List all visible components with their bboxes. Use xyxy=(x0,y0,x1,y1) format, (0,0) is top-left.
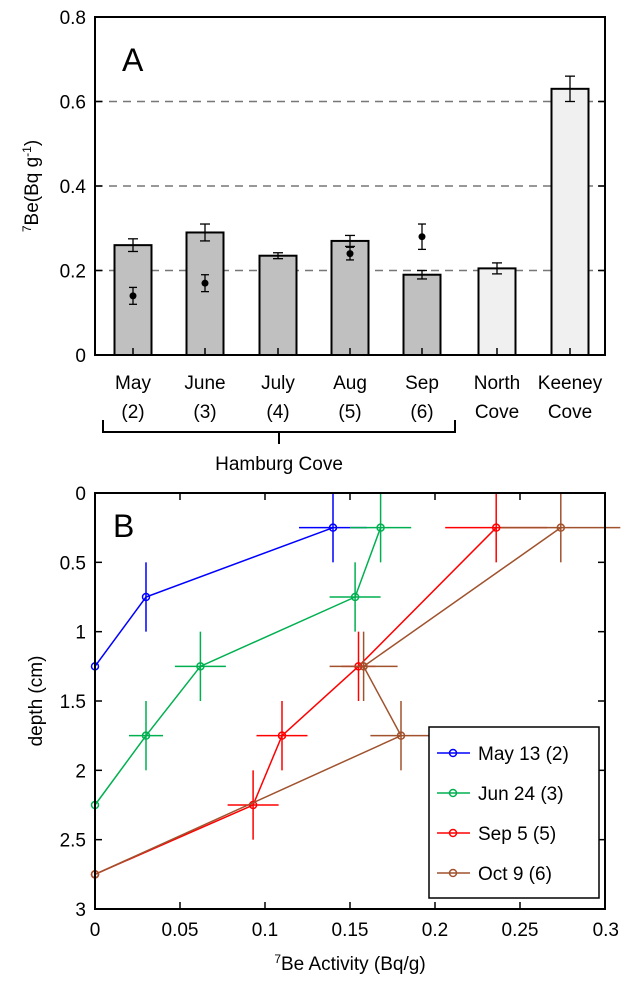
y-tick-label: 0.5 xyxy=(60,553,86,574)
data-point xyxy=(556,523,566,532)
series-line xyxy=(94,527,562,876)
series-3 xyxy=(90,493,621,879)
legend-label: Oct 9 (6) xyxy=(478,864,552,885)
legend-swatch-marker xyxy=(448,788,458,798)
y-tick-label: 0 xyxy=(75,484,86,505)
data-point xyxy=(141,731,151,740)
hamburg-cove-bracket xyxy=(102,420,456,444)
legend-swatch-marker xyxy=(448,828,458,838)
data-point xyxy=(359,662,368,671)
y-tick-label: 1 xyxy=(75,623,86,644)
bar xyxy=(477,267,517,357)
data-point xyxy=(491,523,501,532)
data-point xyxy=(196,662,205,671)
x-tick-label: Sep xyxy=(405,373,439,394)
panel-a: 0 0.2 0.4 0.6 0.8 May (2) June (3) July (4) Aug (5)… xyxy=(20,8,606,475)
x-tick-label: (3) xyxy=(193,402,216,423)
panel-a-y-axis-label: 7Be(Bq g-1) xyxy=(20,140,43,232)
bar xyxy=(550,87,590,356)
x-tick-label: (6) xyxy=(410,402,433,423)
series-line xyxy=(94,526,334,667)
legend-swatch-marker xyxy=(448,748,458,758)
data-point xyxy=(346,250,354,258)
x-tick-label: 0.05 xyxy=(162,920,199,941)
legend: May 13 (2) Jun 24 (3) Sep 5 (5) Oct 9 (6) xyxy=(428,726,600,899)
x-tick-label: North xyxy=(474,373,520,394)
data-point xyxy=(129,292,137,300)
panel-b: 0 0.05 0.1 0.15 0.2 0.25 0.3 0 0.5 1 1.5 2 2.5 3 B d… xyxy=(26,484,621,975)
legend-label: Sep 5 (5) xyxy=(478,824,556,845)
panel-b-y-axis-label: depth (cm) xyxy=(26,656,47,747)
data-point xyxy=(277,731,287,740)
y-tick-label: 0.2 xyxy=(60,262,86,283)
x-tick-label: 0.25 xyxy=(502,920,539,941)
x-tick-label: Cove xyxy=(548,402,592,423)
x-tick-label: (2) xyxy=(121,402,144,423)
data-point xyxy=(201,279,209,287)
legend-box xyxy=(428,726,600,899)
x-tick-label: (5) xyxy=(338,402,361,423)
legend-swatch-marker xyxy=(448,868,458,878)
bar xyxy=(402,273,442,357)
x-tick-label: July xyxy=(261,373,295,394)
data-point xyxy=(350,592,360,602)
data-point xyxy=(376,523,385,532)
y-tick-label: 1.5 xyxy=(60,692,86,713)
y-tick-label: 2 xyxy=(75,761,86,782)
x-tick-label: (4) xyxy=(266,402,289,423)
panel-b-x-axis-label: 7Be Activity (Bq/g) xyxy=(274,952,425,975)
x-tick-label: Keeney xyxy=(538,373,603,394)
bar xyxy=(258,254,298,356)
y-tick-label: 0.6 xyxy=(60,93,86,114)
y-tick-label: 2.5 xyxy=(60,831,86,852)
panel-b-label: B xyxy=(113,508,134,544)
legend-label: Jun 24 (3) xyxy=(478,784,564,805)
x-tick-label: 0.15 xyxy=(332,920,369,941)
x-tick-label: Cove xyxy=(475,402,519,423)
data-point xyxy=(418,233,426,241)
data-point xyxy=(328,523,338,532)
x-tick-label: Aug xyxy=(333,373,367,394)
x-tick-label: 0.3 xyxy=(593,920,619,941)
data-point xyxy=(396,731,406,740)
bar xyxy=(185,231,225,357)
y-tick-label: 0.4 xyxy=(60,177,87,198)
data-point xyxy=(141,592,151,602)
series-1 xyxy=(90,493,412,810)
x-tick-label: 0 xyxy=(90,920,101,941)
y-tick-label: 0 xyxy=(75,346,86,367)
x-tick-label: 0.2 xyxy=(422,920,448,941)
y-tick-label: 3 xyxy=(75,900,86,921)
x-tick-label: May xyxy=(115,373,151,394)
y-tick-label: 0.8 xyxy=(60,8,86,29)
legend-label: May 13 (2) xyxy=(478,744,569,765)
x-tick-label: 0.1 xyxy=(252,920,278,941)
panel-a-label: A xyxy=(122,42,144,78)
x-tick-label: June xyxy=(184,373,225,394)
group-label-hamburg-cove: Hamburg Cove xyxy=(215,454,343,475)
